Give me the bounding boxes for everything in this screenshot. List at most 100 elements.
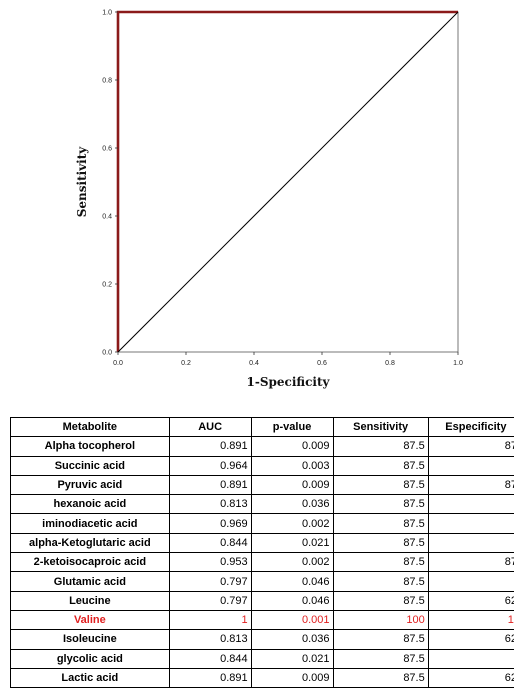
cell-p-value: 0.036 bbox=[250, 494, 334, 515]
cell-p-value: 0.021 bbox=[250, 532, 334, 554]
cell-sensitivity: 87.5 bbox=[332, 474, 429, 496]
x-tick-label: 0.0 bbox=[113, 360, 123, 367]
y-axis-ticks: 0.0 0.2 0.4 0.6 0.8 1.0 bbox=[102, 10, 118, 357]
table-body: Alpha tocopherol0.8910.00987.587.Succini… bbox=[10, 436, 514, 689]
cell-metabolite: Valine bbox=[10, 609, 170, 631]
cell-auc: 0.797 bbox=[168, 571, 252, 592]
cell-auc: 0.797 bbox=[168, 590, 252, 611]
cell-metabolite: Pyruvic acid bbox=[10, 474, 170, 496]
header-sensitivity: Sensitivity bbox=[332, 416, 429, 438]
cell-metabolite: Lactic acid bbox=[10, 667, 170, 689]
cell-especificity: 7 bbox=[427, 513, 514, 534]
roc-chart: 0.0 0.2 0.4 0.6 0.8 1.0 0.0 0.2 0.4 0.6 0.8 1.0 1-… bbox=[75, 10, 463, 390]
cell-metabolite: alpha-Ketoglutaric acid bbox=[10, 532, 170, 554]
metabolite-table: Metabolite AUC p-value Sensitivity Espec… bbox=[10, 416, 514, 689]
x-axis-ticks: 0.0 0.2 0.4 0.6 0.8 1.0 bbox=[113, 352, 463, 367]
y-tick-label: 0.4 bbox=[102, 214, 112, 221]
cell-p-value: 0.009 bbox=[250, 436, 334, 457]
cell-metabolite: Glutamic acid bbox=[10, 571, 170, 592]
cell-sensitivity: 87.5 bbox=[332, 667, 429, 689]
cell-p-value: 0.002 bbox=[250, 513, 334, 534]
cell-p-value: 0.009 bbox=[250, 474, 334, 496]
cell-auc: 0.844 bbox=[168, 532, 252, 554]
x-tick-label: 0.2 bbox=[181, 360, 191, 367]
cell-especificity: 7 bbox=[427, 648, 514, 669]
cell-sensitivity: 87.5 bbox=[332, 590, 429, 611]
cell-especificity: 7 bbox=[427, 494, 514, 515]
cell-metabolite: Isoleucine bbox=[10, 629, 170, 650]
reference-diagonal-line bbox=[117, 11, 459, 353]
cell-especificity: 7 bbox=[427, 455, 514, 476]
cell-sensitivity: 87.5 bbox=[332, 513, 429, 534]
x-tick-label: 0.6 bbox=[317, 360, 327, 367]
cell-auc: 0.891 bbox=[168, 667, 252, 689]
cell-p-value: 0.002 bbox=[250, 552, 334, 573]
y-tick-label: 1.0 bbox=[102, 10, 112, 17]
header-especificity: Especificity bbox=[427, 416, 514, 438]
cell-auc: 0.953 bbox=[168, 552, 252, 573]
cell-p-value: 0.009 bbox=[250, 667, 334, 689]
cell-auc: 1 bbox=[168, 609, 252, 631]
cell-p-value: 0.021 bbox=[250, 648, 334, 669]
cell-metabolite: iminodiacetic acid bbox=[10, 513, 170, 534]
cell-auc: 0.813 bbox=[168, 494, 252, 515]
cell-metabolite: hexanoic acid bbox=[10, 494, 170, 515]
cell-especificity: 62. bbox=[427, 629, 514, 650]
cell-auc: 0.891 bbox=[168, 474, 252, 496]
cell-p-value: 0.046 bbox=[250, 571, 334, 592]
cell-especificity: 62. bbox=[427, 590, 514, 611]
cell-especificity: 5 bbox=[427, 532, 514, 554]
cell-auc: 0.969 bbox=[168, 513, 252, 534]
cell-auc: 0.813 bbox=[168, 629, 252, 650]
cell-especificity: 62. bbox=[427, 667, 514, 689]
y-tick-label: 0.0 bbox=[102, 350, 112, 357]
cell-sensitivity: 87.5 bbox=[332, 552, 429, 573]
cell-metabolite: glycolic acid bbox=[10, 648, 170, 669]
y-tick-label: 0.8 bbox=[102, 78, 112, 85]
cell-sensitivity: 87.5 bbox=[332, 629, 429, 650]
y-tick-label: 0.2 bbox=[102, 282, 112, 289]
cell-auc: 0.891 bbox=[168, 436, 252, 457]
x-tick-label: 1.0 bbox=[453, 360, 463, 367]
series-layer bbox=[116, 10, 459, 353]
cell-sensitivity: 87.5 bbox=[332, 571, 429, 592]
cell-sensitivity: 87.5 bbox=[332, 494, 429, 515]
cell-especificity: 87. bbox=[427, 552, 514, 573]
header-p-value: p-value bbox=[250, 416, 334, 438]
cell-especificity: 10 bbox=[427, 609, 514, 631]
cell-sensitivity: 87.5 bbox=[332, 455, 429, 476]
y-axis-label: Sensitivity bbox=[75, 146, 89, 218]
cell-sensitivity: 87.5 bbox=[332, 648, 429, 669]
table-header-row: Metabolite AUC p-value Sensitivity Espec… bbox=[10, 416, 514, 438]
cell-p-value: 0.003 bbox=[250, 455, 334, 476]
header-auc: AUC bbox=[168, 416, 252, 438]
cell-sensitivity: 87.5 bbox=[332, 436, 429, 457]
header-metabolite: Metabolite bbox=[10, 416, 170, 438]
cell-sensitivity: 87.5 bbox=[332, 532, 429, 554]
cell-p-value: 0.036 bbox=[250, 629, 334, 650]
x-axis-label: 1-Specificity bbox=[247, 375, 331, 389]
cell-auc: 0.844 bbox=[168, 648, 252, 669]
x-tick-label: 0.4 bbox=[249, 360, 259, 367]
cell-metabolite: 2-ketoisocaproic acid bbox=[10, 552, 170, 573]
cell-p-value: 0.046 bbox=[250, 590, 334, 611]
cell-metabolite: Succinic acid bbox=[10, 455, 170, 476]
x-tick-label: 0.8 bbox=[385, 360, 395, 367]
cell-especificity: 2 bbox=[427, 571, 514, 592]
y-tick-label: 0.6 bbox=[102, 146, 112, 153]
cell-p-value: 0.001 bbox=[250, 609, 334, 631]
cell-metabolite: Alpha tocopherol bbox=[10, 436, 170, 457]
cell-auc: 0.964 bbox=[168, 455, 252, 476]
